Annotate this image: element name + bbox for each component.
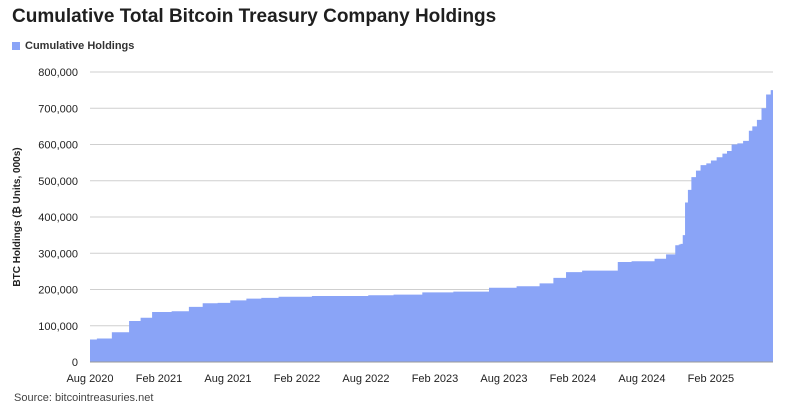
x-tick-label: Feb 2023 [412, 373, 458, 385]
x-tick-label: Feb 2021 [136, 373, 182, 385]
x-tick-label: Feb 2025 [688, 373, 734, 385]
legend-label: Cumulative Holdings [25, 40, 135, 52]
x-tick-label: Feb 2024 [550, 373, 596, 385]
y-axis-title: BTC Holdings (₿ Units, 000s) [11, 147, 23, 286]
y-tick-label: 700,000 [38, 103, 78, 115]
x-tick-label: Aug 2021 [204, 373, 251, 385]
y-tick-label: 800,000 [38, 67, 78, 79]
y-tick-label: 300,000 [38, 248, 78, 260]
chart-legend: Cumulative Holdings [12, 40, 134, 52]
y-tick-label: 600,000 [38, 140, 78, 152]
x-tick-label: Aug 2024 [618, 373, 665, 385]
holdings-area [90, 90, 773, 362]
y-tick-label: 500,000 [38, 176, 78, 188]
chart-title: Cumulative Total Bitcoin Treasury Compan… [12, 6, 497, 27]
y-tick-label: 200,000 [38, 285, 78, 297]
x-tick-label: Aug 2022 [342, 373, 389, 385]
y-tick-label: 100,000 [38, 321, 78, 333]
x-tick-label: Aug 2023 [480, 373, 527, 385]
legend-swatch [12, 42, 20, 50]
y-tick-label: 0 [72, 357, 78, 369]
x-tick-label: Feb 2022 [274, 373, 320, 385]
x-tick-label: Aug 2020 [66, 373, 113, 385]
source-note: Source: bitcointreasuries.net [14, 392, 154, 404]
y-tick-label: 400,000 [38, 212, 78, 224]
